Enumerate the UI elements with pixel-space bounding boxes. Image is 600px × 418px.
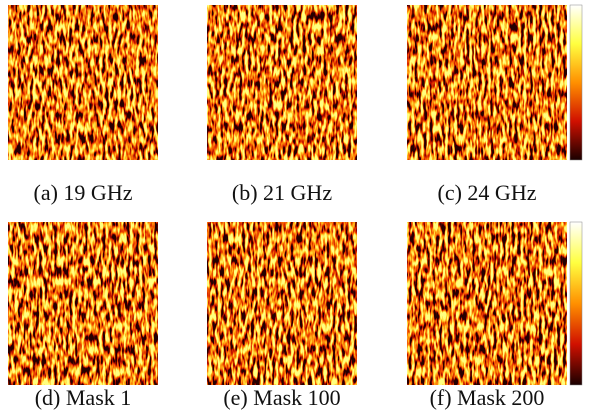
caption: (e) Mask 100	[223, 385, 340, 410]
heatmap	[207, 5, 357, 160]
caption: (c) 24 GHz	[438, 180, 537, 205]
heatmap	[407, 222, 567, 385]
caption: (b) 21 GHz	[232, 180, 332, 205]
caption: (a) 19 GHz	[34, 180, 133, 205]
heatmap	[207, 222, 357, 385]
caption: (d) Mask 1	[35, 385, 132, 410]
colorbar	[570, 5, 582, 160]
heatmap	[407, 5, 567, 160]
caption: (f) Mask 200	[430, 385, 545, 410]
heatmap	[8, 222, 158, 385]
heatmap	[8, 5, 158, 160]
figure: (a) 19 GHz (b) 21 GHz (c) 24 GHz (d) Mask 1…	[0, 0, 600, 418]
colorbar	[570, 222, 582, 385]
